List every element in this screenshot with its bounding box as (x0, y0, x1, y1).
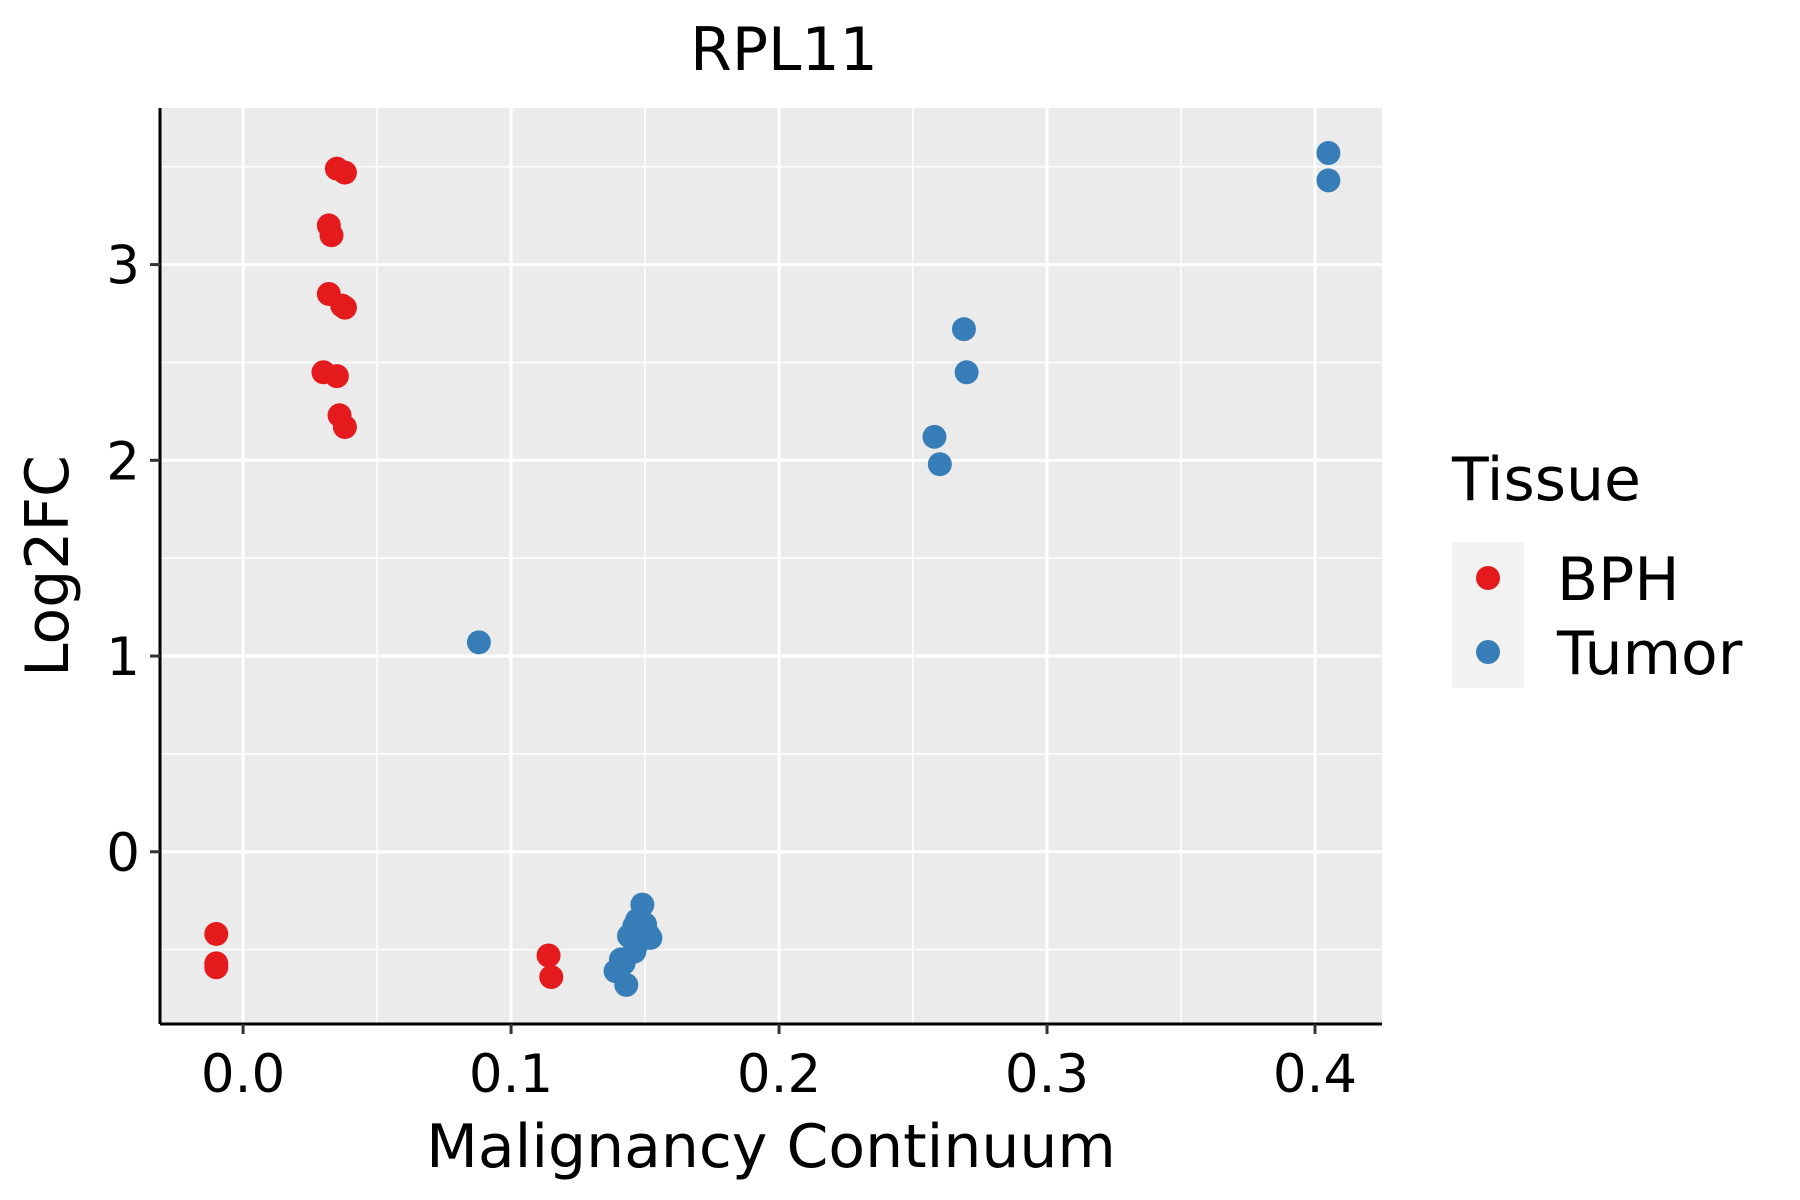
data-point-tumor (1316, 168, 1341, 193)
y-tick-label: 3 (106, 236, 140, 297)
data-points (204, 141, 1341, 997)
x-tick-label: 0.1 (469, 1044, 553, 1105)
legend-key-bph (1476, 566, 1500, 590)
data-point-bph (324, 364, 349, 389)
data-point-bph (204, 955, 229, 980)
minor-gridlines (160, 108, 1382, 1024)
data-point-tumor (614, 972, 639, 997)
data-point-tumor (951, 317, 976, 342)
data-point-bph (204, 921, 229, 946)
data-point-bph (319, 223, 344, 248)
y-tick-label: 1 (106, 627, 140, 688)
y-tick-label: 2 (106, 431, 140, 492)
chart-title: RPL11 (690, 15, 878, 85)
x-tick-label: 0.3 (1005, 1044, 1089, 1105)
x-tick-label: 0.4 (1273, 1044, 1357, 1105)
legend-key-tumor (1476, 640, 1500, 664)
plot-panel (160, 108, 1382, 1024)
x-axis-title: Malignancy Continuum (426, 1112, 1116, 1182)
legend: Tissue BPH Tumor (1451, 445, 1743, 689)
data-point-bph (332, 295, 357, 320)
data-point-tumor (1316, 141, 1341, 166)
x-tick-label: 0.2 (737, 1044, 821, 1105)
data-point-tumor (922, 424, 947, 449)
y-tick-label: 0 (106, 823, 140, 884)
legend-label-tumor: Tumor (1556, 619, 1743, 689)
legend-key-background (1452, 542, 1524, 688)
legend-label-bph: BPH (1557, 545, 1679, 615)
data-point-bph (332, 415, 357, 440)
y-axis-ticks: 0 1 2 3 (106, 236, 160, 884)
data-point-tumor (466, 630, 491, 655)
data-point-bph (539, 965, 564, 990)
data-point-bph (536, 943, 561, 968)
y-axis-title: Log2FC (13, 455, 83, 677)
data-point-bph (332, 160, 357, 185)
major-gridlines (160, 108, 1382, 1024)
x-axis-ticks: 0.0 0.1 0.2 0.3 0.4 (201, 1024, 1357, 1105)
data-point-tumor (927, 452, 952, 477)
x-tick-label: 0.0 (201, 1044, 285, 1105)
data-point-tumor (954, 360, 979, 385)
legend-title: Tissue (1451, 445, 1641, 515)
